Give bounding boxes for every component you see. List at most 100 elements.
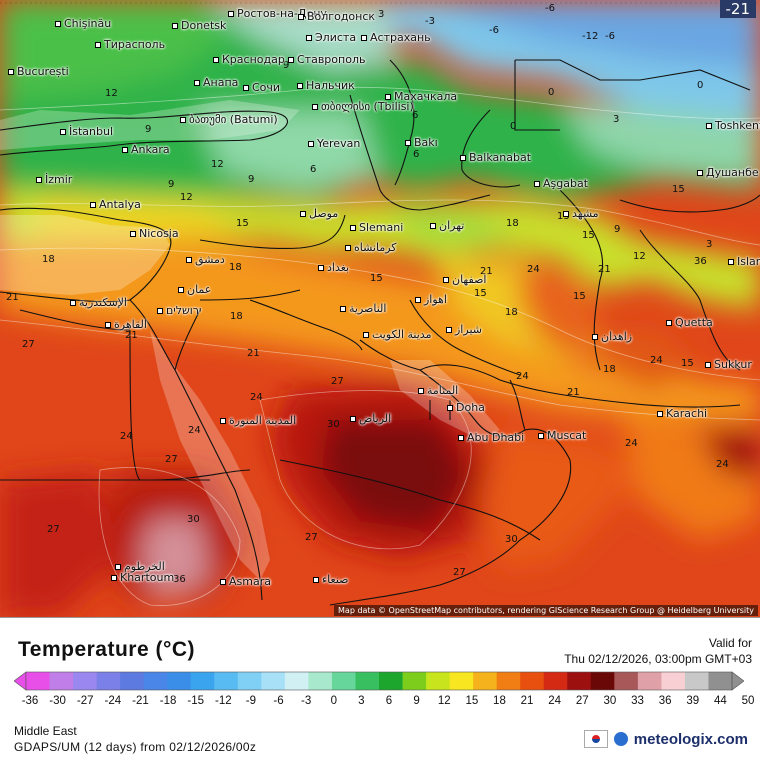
place-label: Chişinău xyxy=(55,17,111,30)
place-label: المنامة xyxy=(418,384,458,397)
place-name: Toshkent xyxy=(715,119,760,132)
city-marker-icon xyxy=(350,225,356,231)
place-name: عمان xyxy=(187,283,212,296)
scale-tick-label: 0 xyxy=(330,695,337,707)
isotherm-value: 21 xyxy=(247,348,260,359)
place-name: موصل xyxy=(309,207,339,220)
place-name: الرياض xyxy=(359,412,392,425)
scale-tick-label: 24 xyxy=(548,695,562,707)
place-label: Slemani xyxy=(350,221,403,234)
place-name: Анапа xyxy=(203,76,239,89)
city-marker-icon xyxy=(446,327,452,333)
place-label: Тирасполь xyxy=(95,38,165,51)
place-label: Анапа xyxy=(194,76,238,89)
place-name: Сочи xyxy=(252,81,281,94)
city-marker-icon xyxy=(95,42,101,48)
isotherm-value: 21 xyxy=(598,264,611,275)
place-name: Nicosia xyxy=(139,227,179,240)
city-marker-icon xyxy=(340,306,346,312)
isotherm-value: 18 xyxy=(506,218,519,229)
scale-swatch xyxy=(402,672,427,690)
scale-tick-label: 18 xyxy=(493,695,506,707)
isotherm-value: 24 xyxy=(716,459,729,470)
isotherm-value: 27 xyxy=(331,376,344,387)
place-name: شیراز xyxy=(455,323,482,336)
scale-high-arrow xyxy=(731,671,744,691)
city-marker-icon xyxy=(308,141,314,147)
place-label: ბათუმი (Batumi) xyxy=(180,113,278,126)
place-label: الناصرية xyxy=(340,302,386,315)
place-name: الخرطوم xyxy=(124,560,165,573)
scale-tick-label: 27 xyxy=(575,695,589,707)
place-label: Ростов-на-Дону xyxy=(228,7,327,20)
isotherm-value: 15 xyxy=(573,291,586,302)
place-name: دمشق xyxy=(195,253,225,266)
city-marker-icon xyxy=(105,322,111,328)
city-marker-icon xyxy=(111,575,117,581)
city-marker-icon xyxy=(447,405,453,411)
scale-tick-label: -30 xyxy=(49,695,66,707)
city-marker-icon xyxy=(443,277,449,283)
isotherm-value: 24 xyxy=(650,355,663,366)
place-label: دمشق xyxy=(186,253,225,266)
place-label: Khartoum xyxy=(111,571,174,584)
scale-low-arrow xyxy=(14,671,27,691)
place-label: الخرطوم xyxy=(115,560,165,573)
scale-swatch xyxy=(684,672,709,690)
place-name: Doha xyxy=(456,401,485,414)
place-label: Махачкала xyxy=(385,90,457,103)
city-marker-icon xyxy=(60,129,66,135)
place-name: Yerevan xyxy=(317,137,361,150)
place-label: Nicosia xyxy=(130,227,179,240)
scale-swatch xyxy=(308,672,333,690)
place-name: مدينة الكويت xyxy=(372,328,432,341)
city-marker-icon xyxy=(350,416,356,422)
place-name: თბილისი (Tbilisi) xyxy=(321,100,414,113)
place-label: مشهد xyxy=(563,207,599,220)
place-label: کرمانشاه xyxy=(345,241,397,254)
place-label: Ставрополь xyxy=(288,53,365,66)
isotherm-value: 15 xyxy=(582,230,595,241)
place-name: Karachi xyxy=(666,407,708,420)
isotherm-value: 15 xyxy=(672,184,685,195)
city-marker-icon xyxy=(157,308,163,314)
city-marker-icon xyxy=(345,245,351,251)
place-name: Antalya xyxy=(99,198,141,211)
city-marker-icon xyxy=(705,362,711,368)
scale-swatch xyxy=(708,672,733,690)
isotherm-value: -12 xyxy=(582,31,599,42)
place-label: Quetta xyxy=(666,316,713,329)
city-marker-icon xyxy=(243,85,249,91)
scale-swatch xyxy=(120,672,145,690)
scale-swatch xyxy=(26,672,51,690)
city-marker-icon xyxy=(172,23,178,29)
color-scale-bar xyxy=(14,671,744,691)
brand-logo[interactable]: meteologix.com xyxy=(583,730,748,748)
place-label: موصل xyxy=(300,207,338,220)
place-label: الإسكندرية xyxy=(70,296,127,309)
place-name: Bakı xyxy=(414,136,438,149)
isotherm-value: 15 xyxy=(370,273,383,284)
scale-swatch xyxy=(96,672,121,690)
place-name: Sukkur xyxy=(714,358,752,371)
city-marker-icon xyxy=(405,140,411,146)
place-name: Chişinău xyxy=(64,17,112,30)
city-marker-icon xyxy=(430,223,436,229)
scale-tick-label: -18 xyxy=(159,695,177,707)
isotherm-value: 21 xyxy=(6,292,19,303)
city-marker-icon xyxy=(130,231,136,237)
isotherm-value: 9 xyxy=(614,224,621,235)
place-name: Aşgabat xyxy=(543,177,589,190)
korea-flag-icon xyxy=(583,730,608,748)
place-name: القاهرة xyxy=(114,318,147,331)
scale-tick-label: 36 xyxy=(658,695,672,707)
scale-swatch xyxy=(73,672,98,690)
place-label: Doha xyxy=(447,401,485,414)
temperature-map[interactable]: -3 3 -12 -6 -6 -6 0 0 3 0 6 6 9 12 9 9 12 12 9 6 15 18 18 18 15 2… xyxy=(0,0,760,617)
scale-tick-label: -15 xyxy=(187,695,204,707)
scale-tick-label: -36 xyxy=(21,695,39,707)
isotherm-value: 3 xyxy=(613,114,620,125)
place-name: Тирасполь xyxy=(104,38,166,51)
place-label: المدينة المنورة xyxy=(220,414,296,427)
place-name: Quetta xyxy=(675,316,713,329)
